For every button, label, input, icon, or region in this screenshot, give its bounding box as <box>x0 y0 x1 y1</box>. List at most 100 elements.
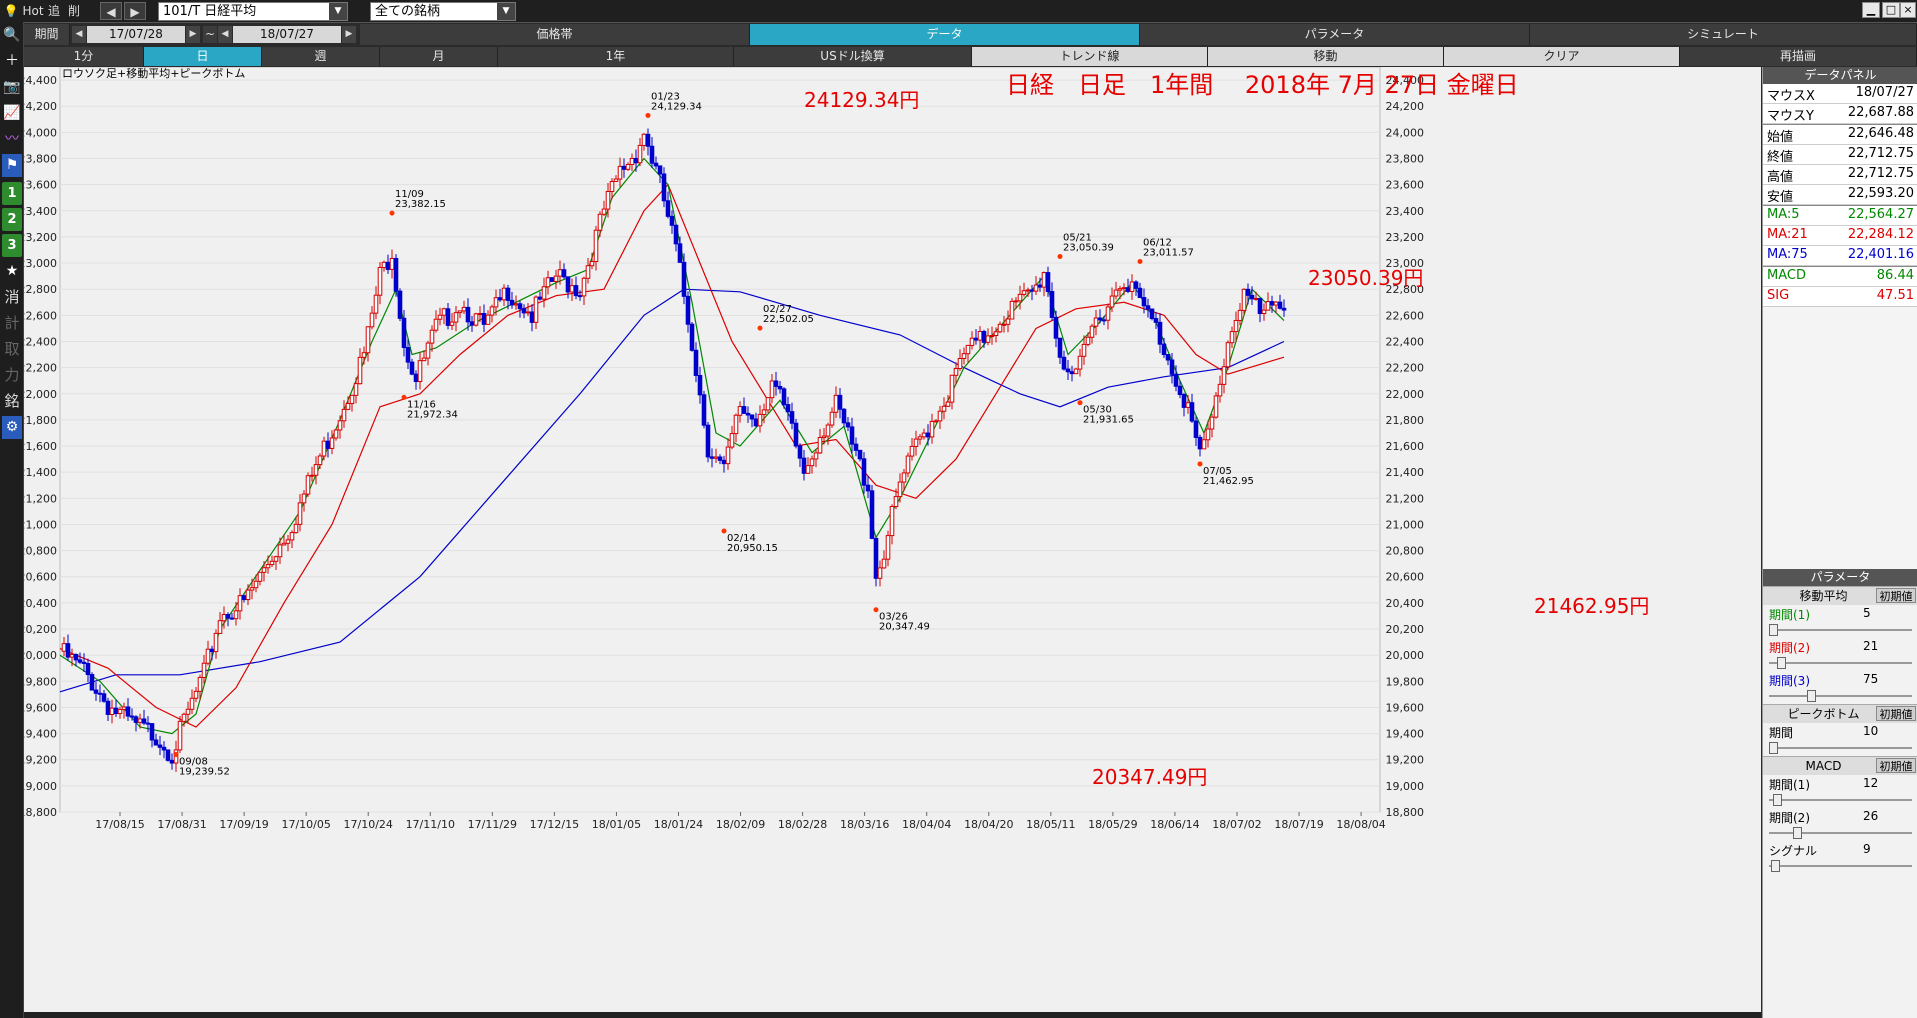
back-arrow-icon[interactable]: ◀ <box>100 2 122 20</box>
macd-reset-button[interactable]: 初期値 <box>1876 758 1916 773</box>
slider-thumb[interactable] <box>1769 624 1778 636</box>
ma-period1-slider[interactable] <box>1763 622 1917 638</box>
y-tick-label-right: 24,000 <box>1386 126 1425 139</box>
candle-body <box>969 337 975 346</box>
tab-simulate[interactable]: シミュレート <box>1530 24 1917 45</box>
data-panel-header: データパネル <box>1763 67 1917 84</box>
ma-period2-value[interactable]: 21 <box>1863 639 1879 653</box>
timeline-scrollbar[interactable] <box>24 1012 1761 1018</box>
slider-thumb[interactable] <box>1771 860 1780 872</box>
ma-reset-button[interactable]: 初期値 <box>1876 588 1916 603</box>
date-from-prev-icon[interactable]: ◀ <box>72 26 86 43</box>
candle-body <box>265 564 271 569</box>
macd-signal-value[interactable]: 9 <box>1863 842 1871 856</box>
pb-period-value[interactable]: 10 <box>1863 724 1879 738</box>
tf-week[interactable]: 週 <box>262 47 380 66</box>
delete-tab[interactable]: 削 <box>67 4 80 18</box>
candle-body <box>1157 321 1163 345</box>
peak-value-label: 21,972.34 <box>407 409 458 420</box>
close-button[interactable]: × <box>1900 2 1916 18</box>
stock-icon[interactable]: 銘 <box>4 392 20 410</box>
candle-body <box>1101 319 1107 322</box>
trade-icon[interactable]: 取 <box>4 340 20 358</box>
candle-body <box>449 321 455 326</box>
macd-period2-slider[interactable] <box>1763 825 1917 841</box>
gear-icon[interactable]: ⚙ <box>2 416 22 439</box>
symbol-select[interactable]: 101/T 日経平均 ▼ <box>158 2 348 21</box>
y-tick-label-right: 19,400 <box>1386 728 1425 741</box>
macd-period1-slider[interactable] <box>1763 792 1917 808</box>
clear-button[interactable]: クリア <box>1444 47 1680 66</box>
y-tick-label: 21,600 <box>24 440 57 453</box>
tf-year[interactable]: 1年 <box>498 47 734 66</box>
add-tab[interactable]: 追 <box>47 4 60 18</box>
multi-line-icon[interactable]: 〰 <box>5 131 19 147</box>
data-row: マウスY 22,687.88 <box>1763 104 1917 124</box>
data-row-value: 22,687.88 <box>1847 105 1914 120</box>
slot-1-button[interactable]: 1 <box>2 182 22 205</box>
filter-select[interactable]: 全ての銘柄 ▼ <box>370 2 516 21</box>
data-row-label: マウスY <box>1767 109 1814 124</box>
line-chart-icon[interactable]: 📈 <box>3 105 21 121</box>
slider-thumb[interactable] <box>1793 827 1802 839</box>
camera-icon[interactable]: 📷 <box>3 79 21 95</box>
macd-signal-slider[interactable] <box>1763 858 1917 874</box>
annotation-july-low: 21462.95円 <box>1534 594 1649 618</box>
y-tick-label: 24,200 <box>24 100 57 113</box>
x-tick-label: 18/04/04 <box>902 818 951 831</box>
macd-period1-value[interactable]: 12 <box>1863 776 1879 790</box>
usd-convert-button[interactable]: USドル換算 <box>734 47 972 66</box>
redraw-button[interactable]: 再描画 <box>1680 47 1917 66</box>
slider-thumb[interactable] <box>1777 657 1786 669</box>
macd-period2-value[interactable]: 26 <box>1863 809 1879 823</box>
search-icon[interactable]: 🔍 <box>3 27 21 43</box>
move-button[interactable]: 移動 <box>1208 47 1444 66</box>
ma-period3-slider[interactable] <box>1763 688 1917 704</box>
tf-day[interactable]: 日 <box>144 47 262 66</box>
slider-thumb[interactable] <box>1773 794 1782 806</box>
candle-body <box>741 406 747 414</box>
calc-icon[interactable]: 計 <box>4 314 20 332</box>
date-from-input[interactable]: 17/07/28 <box>87 26 185 43</box>
crosshair-icon[interactable]: ＋ <box>5 53 19 69</box>
tf-month[interactable]: 月 <box>380 47 498 66</box>
candle-body <box>1013 300 1019 303</box>
slider-thumb[interactable] <box>1807 690 1816 702</box>
power-icon[interactable]: 力 <box>4 366 20 384</box>
ma-period1-value[interactable]: 5 <box>1863 606 1871 620</box>
candle-body <box>925 432 931 438</box>
tab-parameter[interactable]: パラメータ <box>1140 24 1530 45</box>
date-to-prev-icon[interactable]: ◀ <box>218 26 232 43</box>
date-to-input[interactable]: 18/07/27 <box>233 26 341 43</box>
candle-body <box>957 358 963 370</box>
y-tick-label-right: 19,000 <box>1386 780 1425 793</box>
hot-tab[interactable]: Hot <box>22 4 44 18</box>
pb-period-slider[interactable] <box>1763 740 1917 756</box>
trendline-button[interactable]: トレンド線 <box>972 47 1208 66</box>
tf-1min[interactable]: 1分 <box>24 47 144 66</box>
date-from-next-icon[interactable]: ▶ <box>186 26 200 43</box>
erase-icon[interactable]: 消 <box>4 288 20 306</box>
tab-price-band[interactable]: 価格帯 <box>360 24 750 45</box>
minimize-button[interactable]: ▁ <box>1862 2 1880 18</box>
date-to-next-icon[interactable]: ▶ <box>342 26 356 43</box>
candle-body <box>869 490 875 539</box>
forward-arrow-icon[interactable]: ▶ <box>124 2 146 20</box>
ma-period3-value[interactable]: 75 <box>1863 672 1879 686</box>
candle-body <box>717 456 723 461</box>
slot-2-button[interactable]: 2 <box>2 208 22 231</box>
candle-body <box>765 397 771 411</box>
candle-body <box>1233 319 1239 333</box>
maximize-button[interactable]: □ <box>1882 2 1900 18</box>
tab-data[interactable]: データ <box>750 24 1140 45</box>
ma-period2-slider[interactable] <box>1763 655 1917 671</box>
candle-body <box>189 697 195 710</box>
star-icon[interactable]: ★ <box>5 263 19 279</box>
pb-reset-button[interactable]: 初期値 <box>1876 706 1916 721</box>
slider-thumb[interactable] <box>1769 742 1778 754</box>
flag-icon[interactable]: ⚑ <box>2 154 22 177</box>
slot-3-button[interactable]: 3 <box>2 234 22 257</box>
chart-area[interactable]: 09/08 19,239.52 11/09 23,382.15 11/16 21,972.… <box>24 67 1761 1018</box>
lightbulb-icon[interactable]: 💡 <box>3 4 19 18</box>
